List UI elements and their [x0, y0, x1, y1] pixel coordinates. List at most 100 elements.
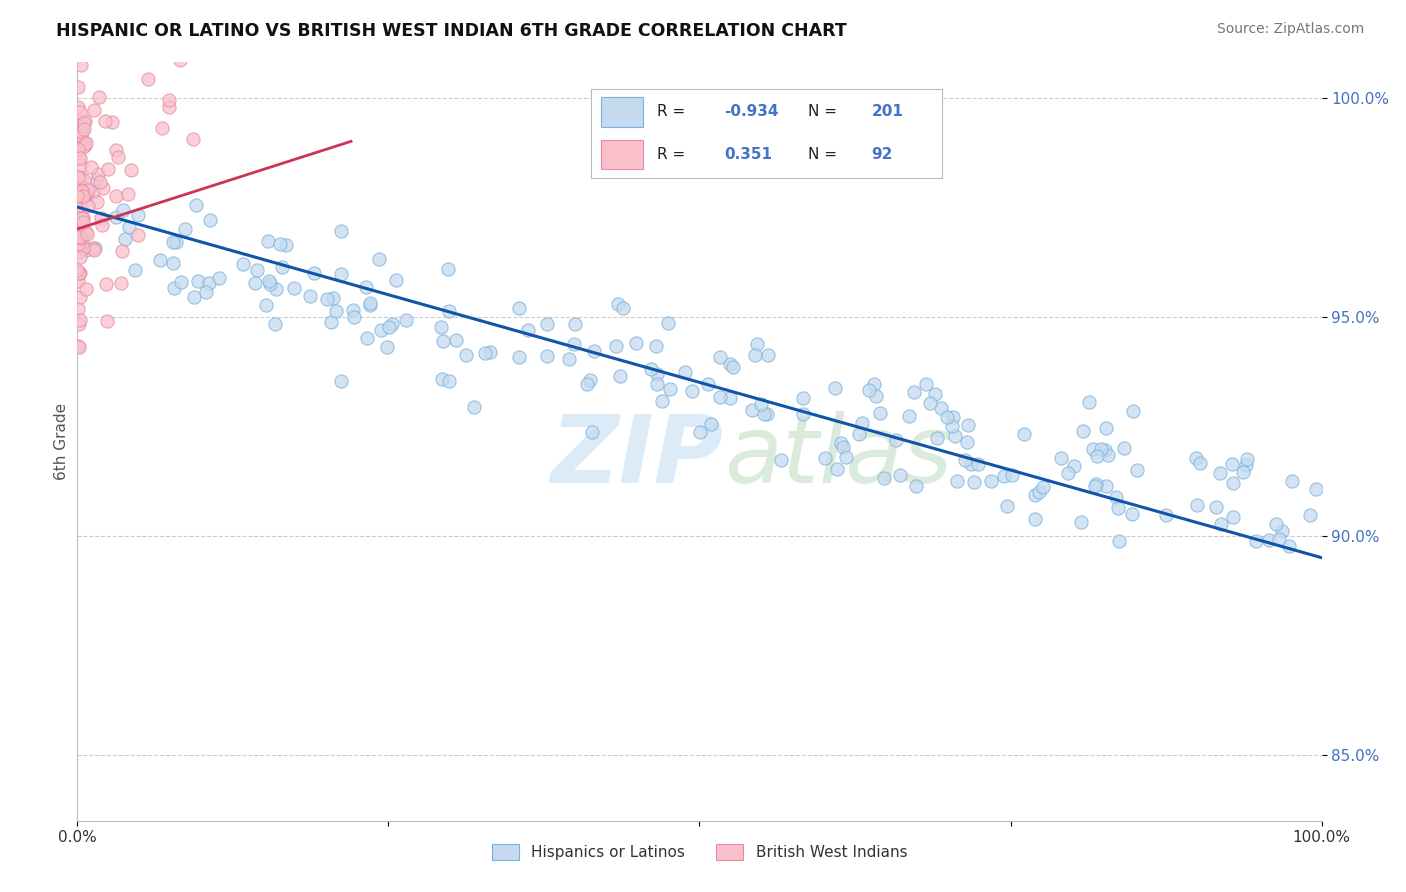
Point	[114, 232, 136, 246]
Point	[163, 281, 186, 295]
Point	[709, 390, 731, 404]
Point	[437, 304, 460, 318]
Point	[1063, 458, 1085, 473]
Point	[1281, 475, 1303, 489]
Point	[681, 384, 703, 399]
Point	[257, 234, 280, 248]
Point	[72, 214, 94, 228]
Point	[66, 142, 89, 156]
Point	[105, 211, 128, 225]
Point	[269, 237, 291, 252]
Point	[195, 285, 218, 299]
Point	[929, 401, 952, 415]
Point	[889, 467, 911, 482]
Point	[1097, 448, 1119, 462]
Point	[756, 407, 779, 421]
Point	[70, 197, 93, 211]
Point	[980, 475, 1002, 489]
Point	[359, 298, 381, 312]
Point	[73, 137, 96, 152]
Bar	[602, 97, 643, 127]
Point	[66, 263, 89, 277]
Point	[720, 357, 742, 371]
Point	[721, 359, 744, 374]
Text: 201: 201	[872, 104, 904, 120]
Point	[274, 238, 297, 252]
Point	[582, 344, 605, 359]
Point	[69, 313, 91, 327]
Y-axis label: 6th Grade: 6th Grade	[53, 403, 69, 480]
Point	[302, 266, 325, 280]
Point	[72, 184, 94, 198]
Point	[578, 373, 600, 387]
Point	[830, 436, 852, 450]
Point	[858, 383, 880, 397]
Point	[1222, 475, 1244, 490]
Point	[83, 103, 105, 117]
Point	[80, 160, 103, 174]
Point	[1268, 532, 1291, 546]
Point	[1095, 478, 1118, 492]
Point	[82, 241, 104, 255]
Point	[1094, 443, 1116, 458]
Point	[325, 303, 347, 318]
Point	[174, 222, 197, 236]
Point	[162, 235, 184, 249]
Point	[266, 282, 288, 296]
Point	[941, 419, 963, 434]
Point	[873, 471, 896, 485]
Point	[67, 229, 90, 244]
Point	[138, 71, 160, 86]
Point	[924, 387, 946, 401]
Point	[863, 376, 886, 391]
Point	[1090, 442, 1112, 456]
Point	[430, 320, 453, 334]
Point	[439, 374, 461, 388]
Point	[127, 227, 149, 242]
Point	[66, 237, 89, 252]
Point	[354, 279, 377, 293]
Point	[157, 100, 180, 114]
Point	[905, 479, 928, 493]
Point	[105, 144, 128, 158]
Point	[69, 251, 91, 265]
Point	[66, 194, 89, 208]
Point	[831, 440, 853, 454]
Point	[75, 136, 97, 150]
Point	[66, 274, 89, 288]
Point	[381, 317, 404, 331]
Point	[72, 122, 94, 136]
Point	[162, 256, 184, 270]
Point	[75, 282, 97, 296]
Point	[956, 435, 979, 450]
Point	[118, 219, 141, 234]
Point	[624, 336, 647, 351]
Point	[1071, 424, 1094, 438]
Point	[67, 266, 90, 280]
Point	[1234, 458, 1257, 473]
Point	[1299, 508, 1322, 523]
Point	[67, 180, 90, 194]
Point	[745, 337, 768, 351]
Point	[749, 397, 772, 411]
Point	[90, 211, 112, 225]
Point	[463, 400, 485, 414]
Point	[75, 186, 97, 201]
Point	[1014, 427, 1036, 442]
Text: N =: N =	[808, 147, 842, 162]
Point	[1220, 457, 1243, 471]
Point	[456, 348, 478, 362]
Point	[96, 314, 118, 328]
Point	[87, 90, 110, 104]
Point	[75, 240, 97, 254]
Point	[897, 409, 920, 423]
Point	[444, 333, 467, 347]
Point	[72, 140, 94, 154]
Point	[609, 368, 631, 383]
Point	[330, 374, 353, 388]
Point	[67, 244, 90, 259]
Point	[718, 391, 741, 405]
Point	[198, 212, 221, 227]
Point	[232, 257, 254, 271]
Point	[104, 188, 127, 202]
